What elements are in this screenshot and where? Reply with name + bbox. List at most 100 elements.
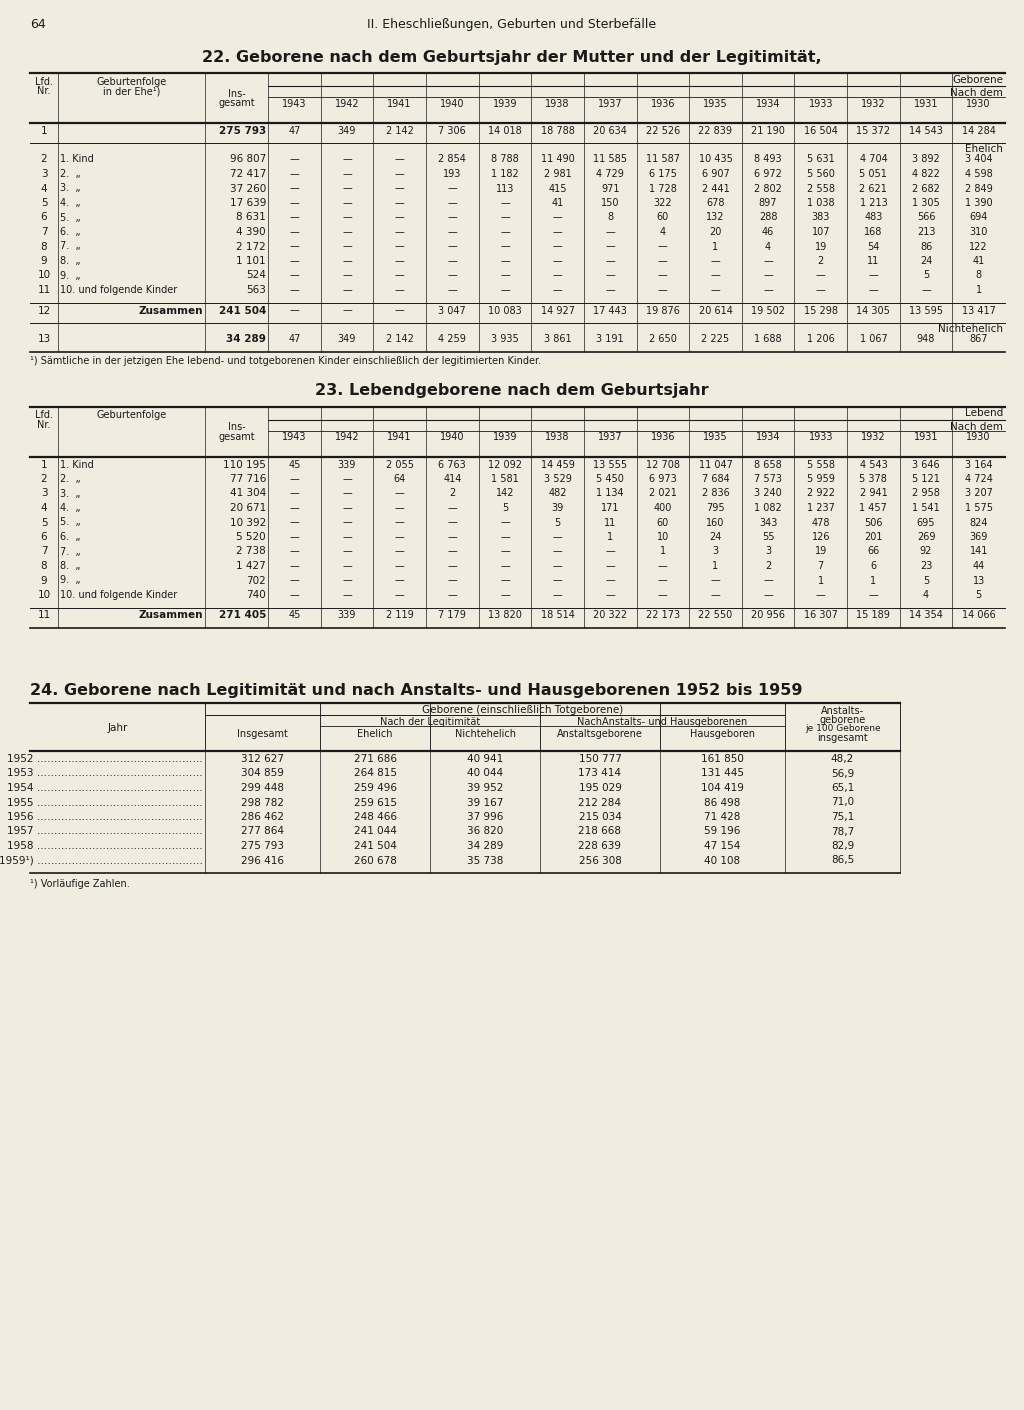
Text: Lebend: Lebend — [965, 409, 1002, 419]
Text: 248 466: 248 466 — [353, 812, 396, 822]
Text: —: — — [394, 241, 404, 251]
Text: 10: 10 — [656, 532, 669, 541]
Text: 20 614: 20 614 — [698, 306, 732, 316]
Text: 5 121: 5 121 — [912, 474, 940, 484]
Text: —: — — [447, 271, 457, 281]
Text: 60: 60 — [656, 517, 669, 527]
Text: Jahr: Jahr — [108, 723, 128, 733]
Text: —: — — [816, 589, 825, 601]
Text: 34 289: 34 289 — [226, 334, 266, 344]
Text: 126: 126 — [811, 532, 830, 541]
Text: 4: 4 — [659, 227, 666, 237]
Text: —: — — [605, 285, 615, 295]
Text: 41 304: 41 304 — [229, 488, 266, 499]
Text: 17 639: 17 639 — [229, 197, 266, 209]
Text: 22. Geborene nach dem Geburtsjahr der Mutter und der Legitimität,: 22. Geborene nach dem Geburtsjahr der Mu… — [202, 49, 822, 65]
Text: 288: 288 — [759, 213, 777, 223]
Text: 241 044: 241 044 — [353, 826, 396, 836]
Text: —: — — [290, 503, 299, 513]
Text: 59 196: 59 196 — [705, 826, 740, 836]
Text: 5 560: 5 560 — [807, 169, 835, 179]
Text: 1932: 1932 — [861, 433, 886, 443]
Text: 563: 563 — [246, 285, 266, 295]
Text: 339: 339 — [338, 460, 356, 470]
Text: 22 550: 22 550 — [698, 611, 732, 620]
Text: 1937: 1937 — [598, 433, 623, 443]
Text: 4 822: 4 822 — [912, 169, 940, 179]
Text: —: — — [922, 285, 931, 295]
Text: 482: 482 — [548, 488, 567, 499]
Text: 2 119: 2 119 — [386, 611, 414, 620]
Text: 6: 6 — [41, 213, 47, 223]
Text: —: — — [658, 575, 668, 585]
Text: 322: 322 — [653, 197, 672, 209]
Text: 275 793: 275 793 — [219, 125, 266, 135]
Text: 1 575: 1 575 — [965, 503, 992, 513]
Text: 1958 …………………………………………: 1958 ………………………………………… — [7, 840, 203, 852]
Text: 7 179: 7 179 — [438, 611, 466, 620]
Text: 694: 694 — [970, 213, 988, 223]
Text: —: — — [290, 213, 299, 223]
Text: 259 496: 259 496 — [353, 783, 396, 792]
Text: —: — — [342, 271, 352, 281]
Text: 141: 141 — [970, 547, 988, 557]
Text: 349: 349 — [338, 334, 356, 344]
Text: —: — — [447, 213, 457, 223]
Text: 6 175: 6 175 — [649, 169, 677, 179]
Text: 150: 150 — [601, 197, 620, 209]
Text: Nach dem: Nach dem — [950, 422, 1002, 431]
Text: 1931: 1931 — [913, 433, 938, 443]
Text: 10. und folgende Kinder: 10. und folgende Kinder — [60, 589, 177, 601]
Text: —: — — [447, 561, 457, 571]
Text: —: — — [553, 285, 562, 295]
Text: —: — — [447, 227, 457, 237]
Text: —: — — [711, 257, 720, 266]
Text: 1 082: 1 082 — [755, 503, 782, 513]
Text: —: — — [342, 575, 352, 585]
Text: —: — — [342, 547, 352, 557]
Text: 21 190: 21 190 — [752, 125, 785, 135]
Text: Zusammen: Zusammen — [138, 611, 203, 620]
Text: 1935: 1935 — [703, 99, 728, 109]
Text: 3: 3 — [41, 169, 47, 179]
Text: 286 462: 286 462 — [241, 812, 284, 822]
Text: —: — — [447, 575, 457, 585]
Text: 3 935: 3 935 — [492, 334, 519, 344]
Text: 19: 19 — [815, 241, 826, 251]
Text: 1943: 1943 — [282, 99, 306, 109]
Text: 8.  „: 8. „ — [60, 561, 121, 571]
Text: —: — — [394, 285, 404, 295]
Text: 131 445: 131 445 — [701, 768, 744, 778]
Text: —: — — [605, 227, 615, 237]
Text: 64: 64 — [30, 18, 46, 31]
Text: —: — — [605, 589, 615, 601]
Text: 11 047: 11 047 — [698, 460, 732, 470]
Text: 41: 41 — [551, 197, 563, 209]
Text: 5.  „: 5. „ — [60, 517, 121, 527]
Text: 11 587: 11 587 — [646, 155, 680, 165]
Text: 2 854: 2 854 — [438, 155, 466, 165]
Text: 71,0: 71,0 — [830, 798, 854, 808]
Text: 1940: 1940 — [440, 433, 465, 443]
Text: 86,5: 86,5 — [830, 856, 854, 866]
Text: —: — — [447, 197, 457, 209]
Text: 3 646: 3 646 — [912, 460, 940, 470]
Text: 45: 45 — [288, 611, 300, 620]
Text: 3 164: 3 164 — [965, 460, 992, 470]
Text: 2 558: 2 558 — [807, 183, 835, 193]
Text: 5 051: 5 051 — [859, 169, 888, 179]
Text: —: — — [290, 575, 299, 585]
Text: Ehelich: Ehelich — [357, 729, 393, 739]
Text: 867: 867 — [970, 334, 988, 344]
Text: 24: 24 — [710, 532, 722, 541]
Text: 6 973: 6 973 — [649, 474, 677, 484]
Text: 1 728: 1 728 — [649, 183, 677, 193]
Text: 4 543: 4 543 — [859, 460, 887, 470]
Text: 1 067: 1 067 — [859, 334, 887, 344]
Text: 110 195: 110 195 — [223, 460, 266, 470]
Text: 13: 13 — [37, 334, 50, 344]
Text: —: — — [394, 488, 404, 499]
Text: 1 581: 1 581 — [492, 474, 519, 484]
Text: 3 861: 3 861 — [544, 334, 571, 344]
Text: 212 284: 212 284 — [579, 798, 622, 808]
